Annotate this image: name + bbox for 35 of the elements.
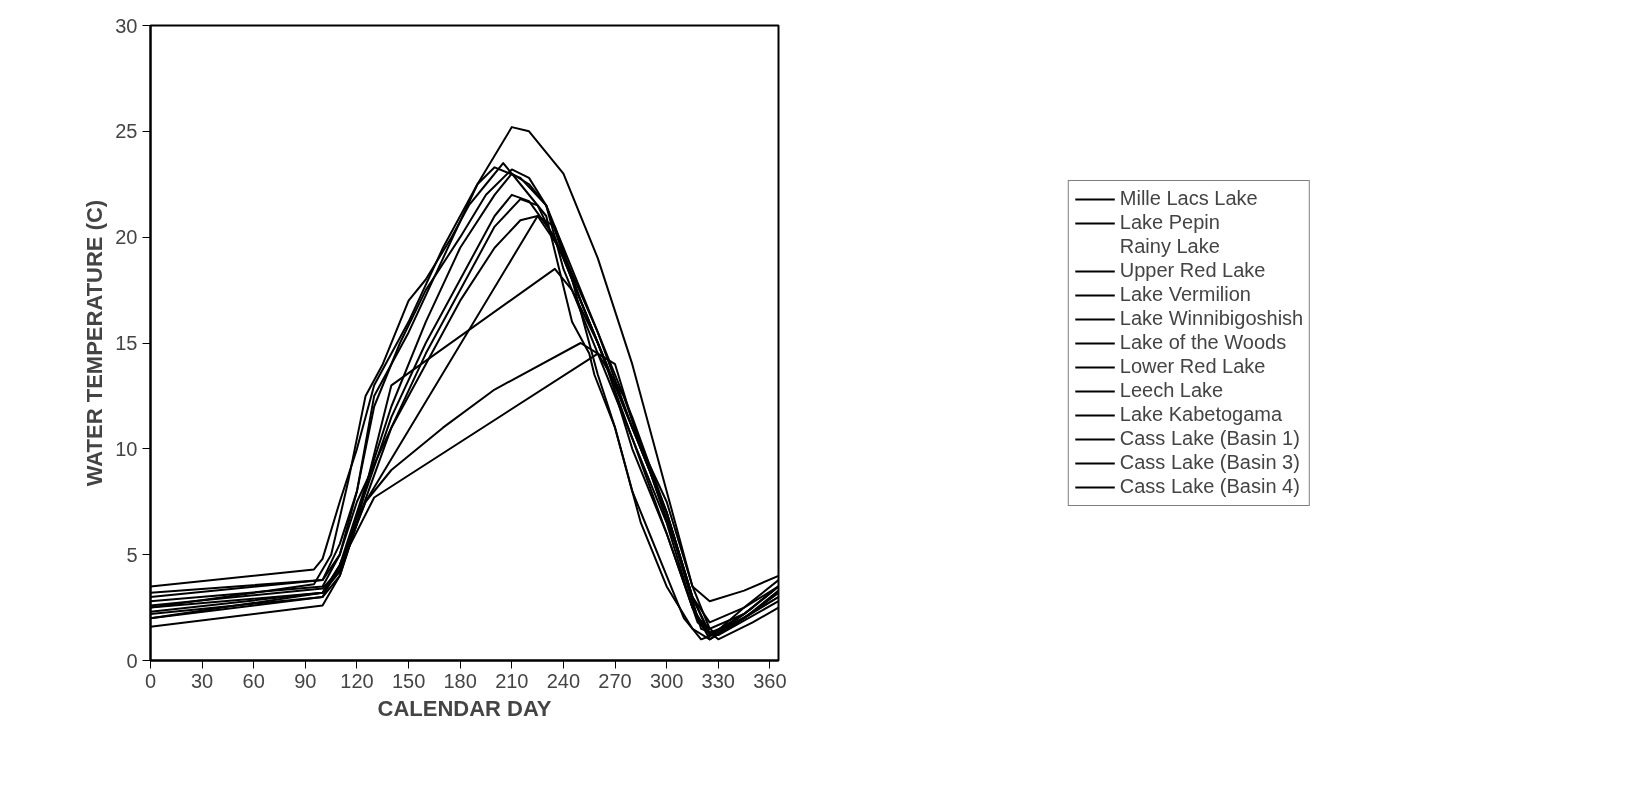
- legend-label: Lower Red Lake: [1119, 354, 1266, 379]
- y-tick-label: 20: [115, 226, 138, 249]
- legend-label: Lake Kabetogama: [1119, 402, 1283, 427]
- y-tick-label: 0: [126, 649, 138, 672]
- x-tick-label: 60: [242, 669, 265, 692]
- x-tick-label: 0: [144, 669, 157, 692]
- x-tick-label: 360: [753, 669, 787, 692]
- x-tick-label: 210: [495, 669, 529, 692]
- y-tick-label: 10: [115, 437, 138, 460]
- legend-label: Mille Lacs Lake: [1119, 186, 1258, 211]
- legend-label: Cass Lake (Basin 3): [1119, 450, 1300, 475]
- y-tick-label: 15: [115, 332, 138, 354]
- y-tick-label: 25: [115, 120, 138, 143]
- x-axis-title: CALENDAR DAY: [377, 695, 552, 721]
- legend-label: Cass Lake (Basin 1): [1119, 426, 1300, 451]
- legend-label: Lake Winnibigoshish: [1119, 306, 1304, 331]
- x-tick-label: 30: [190, 669, 214, 692]
- x-tick-label: 150: [391, 669, 426, 692]
- legend-label: Upper Red Lake: [1119, 258, 1266, 283]
- x-tick-label: 300: [649, 669, 684, 692]
- y-tick-label: 5: [126, 543, 138, 566]
- x-tick-label: 330: [701, 669, 735, 692]
- y-axis-title: WATER TEMPERATURE (C): [82, 199, 108, 487]
- legend-label: Cass Lake (Basin 4): [1119, 474, 1300, 499]
- legend-label: Lake Pepin: [1119, 210, 1220, 235]
- text: Rainy Lake: [1119, 234, 1220, 259]
- legend-label: Lake of the Woods: [1119, 330, 1287, 355]
- x-tick-label: 120: [340, 669, 374, 692]
- y-tick-label: 30: [115, 14, 138, 37]
- legend-label: Lake Vermilion: [1119, 282, 1251, 307]
- x-tick-label: 270: [598, 669, 632, 692]
- x-tick-label: 240: [546, 669, 581, 692]
- x-tick-label: 90: [294, 669, 317, 692]
- x-tick-label: 180: [443, 669, 477, 692]
- legend-label: Leech Lake: [1119, 378, 1224, 403]
